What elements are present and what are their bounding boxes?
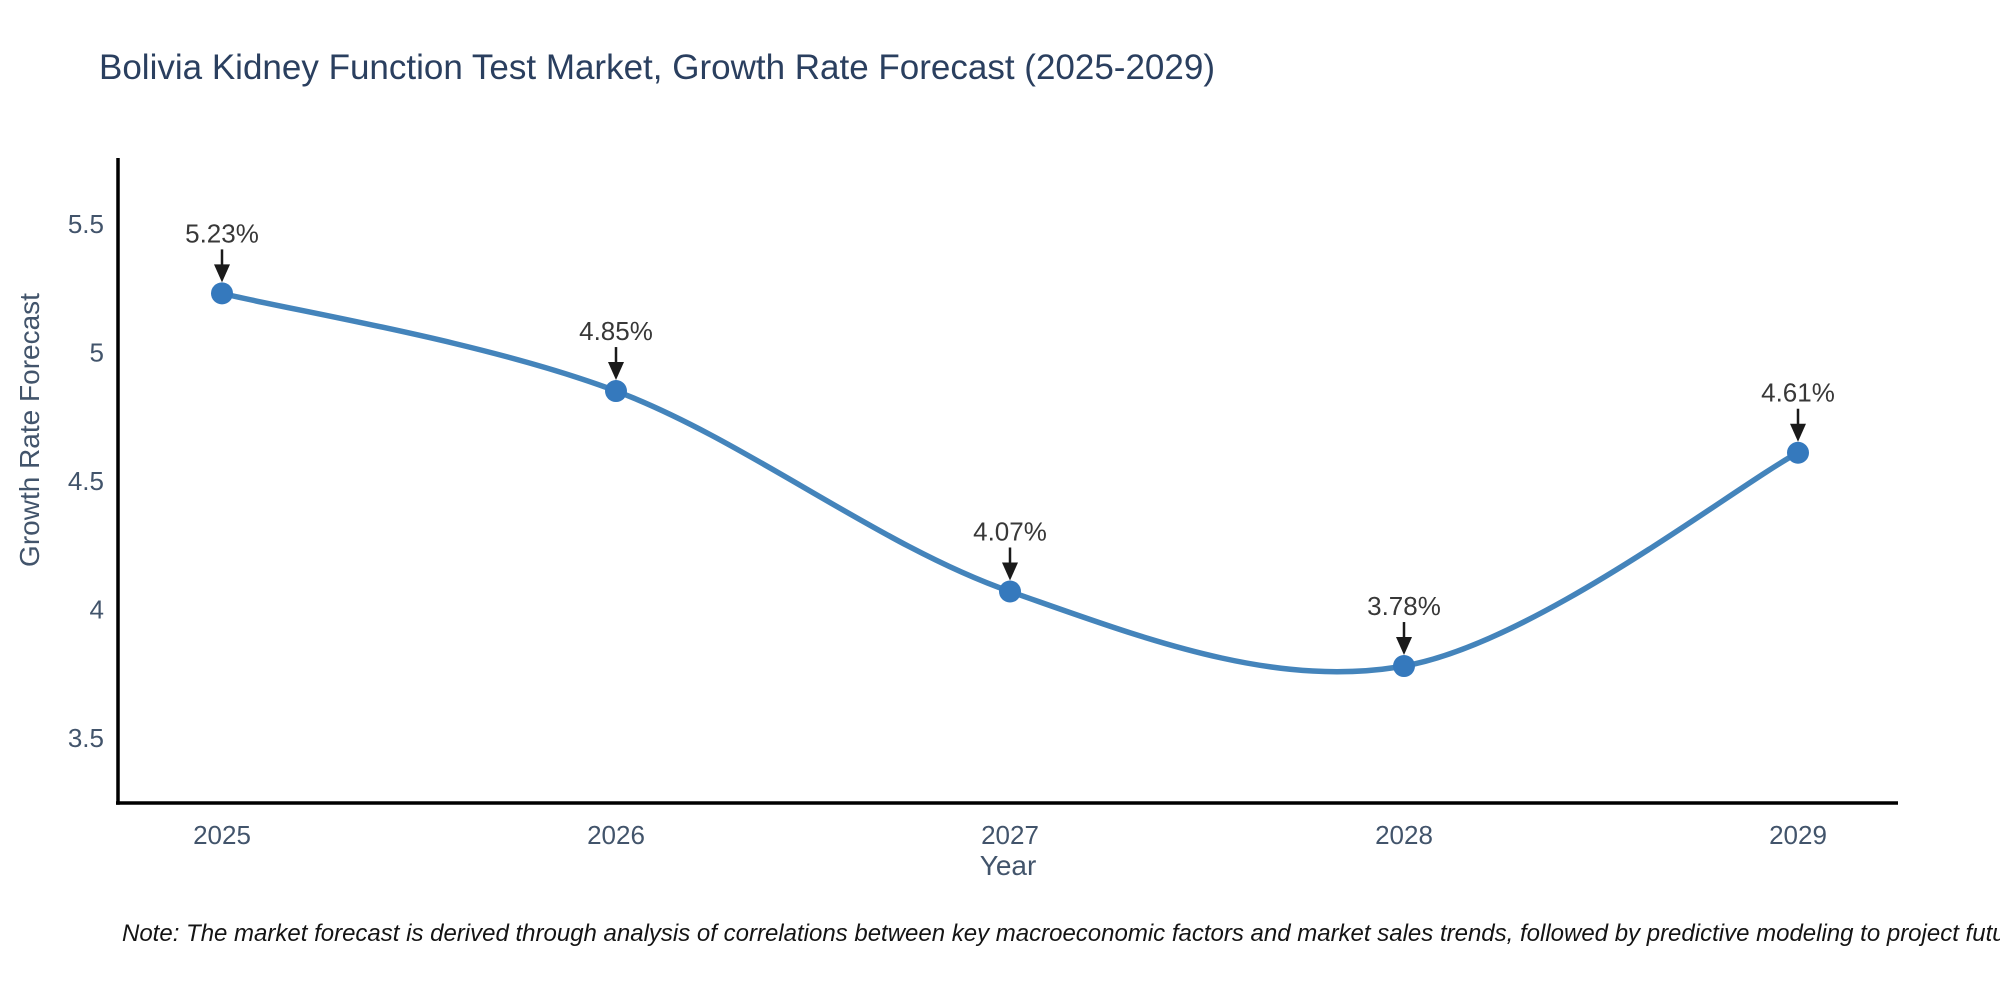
annotation-arrowhead [1790, 423, 1806, 442]
y-tick-label: 4 [90, 595, 104, 625]
annotation-label: 5.23% [185, 218, 259, 248]
x-tick-label: 2026 [587, 820, 645, 850]
annotation-arrowhead [1396, 637, 1412, 656]
annotation-label: 4.07% [973, 517, 1047, 547]
annotation-arrowhead [214, 264, 230, 283]
annotation-label: 4.61% [1761, 378, 1835, 408]
data-point-marker [999, 580, 1021, 603]
annotation-label: 3.78% [1367, 591, 1441, 621]
annotation-arrowhead [1002, 562, 1018, 581]
x-tick-label: 2028 [1375, 820, 1433, 850]
series-line [219, 290, 1801, 675]
chart-title: Bolivia Kidney Function Test Market, Gro… [99, 48, 1215, 87]
x-tick-label: 2025 [193, 820, 251, 850]
annotation-arrowhead [608, 362, 624, 381]
y-tick-label: 4.5 [68, 466, 104, 496]
y-tick-label: 3.5 [68, 723, 104, 753]
data-point-marker [211, 282, 233, 305]
data-point-marker [605, 380, 627, 403]
data-point-marker [1393, 655, 1415, 678]
x-tick-label: 2029 [1769, 820, 1827, 850]
data-point-marker [1787, 441, 1809, 464]
footnote: Note: The market forecast is derived thr… [122, 920, 2000, 947]
x-tick-label: 2027 [981, 820, 1039, 850]
annotation-label: 4.85% [579, 316, 653, 346]
x-axis-title: Year [979, 850, 1037, 881]
y-axis-title: Growth Rate Forecast [14, 293, 45, 567]
y-tick-label: 5 [90, 338, 104, 368]
y-tick-label: 5.5 [68, 209, 104, 239]
